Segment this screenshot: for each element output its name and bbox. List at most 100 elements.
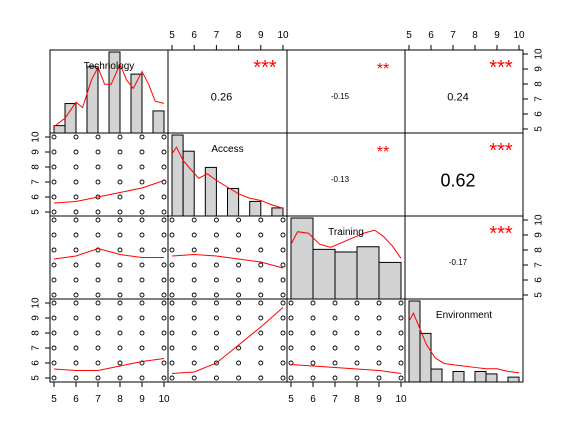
tick-label-left: 10 (31, 297, 42, 309)
scatter-point (236, 292, 242, 298)
tick-label-left: 6 (31, 360, 42, 366)
scatter-point (73, 292, 79, 298)
scatter-point (117, 375, 123, 381)
histogram-bar-environment-5 (485, 373, 498, 383)
histogram-bar-training-2 (334, 251, 358, 300)
scatter-point (161, 217, 167, 223)
histogram-bar-technology-0 (53, 125, 66, 134)
scatter-point (73, 209, 79, 215)
scatter-point (280, 262, 286, 268)
tick-label-left: 9 (31, 315, 42, 321)
scatter-point (354, 375, 360, 381)
tick-label-bottom: 10 (395, 394, 407, 405)
scatter-point (95, 330, 101, 336)
scatter-point (169, 292, 175, 298)
scatter-point (213, 360, 219, 366)
scatter-point (332, 345, 338, 351)
histogram-bar-technology-2 (86, 66, 99, 134)
histogram-bar-training-3 (356, 246, 380, 300)
scatter-point (139, 134, 145, 140)
scatter-point (280, 247, 286, 253)
scatter-point (51, 345, 57, 351)
scatter-point (161, 315, 167, 321)
scatter-point (398, 345, 404, 351)
tick-label-left: 5 (31, 209, 42, 215)
correlation-value-1-3: 0.62 (440, 171, 475, 191)
correlation-value-0-3: 0.24 (447, 91, 468, 103)
scatter-point (213, 292, 219, 298)
scatter-point (169, 262, 175, 268)
scatter-point (213, 375, 219, 381)
scatter-point (161, 375, 167, 381)
scatter-point (169, 217, 175, 223)
scatter-point (73, 232, 79, 238)
scatter-point (354, 345, 360, 351)
scatter-point (51, 217, 57, 223)
tick-label-left: 7 (31, 179, 42, 185)
scatter-point (191, 375, 197, 381)
scatter-point (258, 345, 264, 351)
scatter-point (236, 360, 242, 366)
scatter-point (73, 277, 79, 283)
scatter-point (169, 315, 175, 321)
tick-label-left: 6 (31, 194, 42, 200)
histogram-bar-training-0 (290, 217, 314, 300)
tick-label-top: 5 (406, 30, 412, 41)
scatter-point (139, 149, 145, 155)
scatter-point (332, 375, 338, 381)
scatter-point (236, 262, 242, 268)
histogram-bar-environment-0 (408, 300, 421, 383)
scatter-point (95, 232, 101, 238)
tick-label-top: 6 (191, 30, 197, 41)
scatter-point (51, 134, 57, 140)
tick-label-bottom: 8 (117, 394, 123, 405)
variable-label-technology: Technology (84, 61, 135, 72)
scatter-point (73, 179, 79, 185)
scatter-point (117, 217, 123, 223)
scatter-point (139, 315, 145, 321)
scatter-point (73, 360, 79, 366)
scatter-point (73, 345, 79, 351)
histogram-bar-access-5 (271, 207, 284, 217)
scatter-point (280, 292, 286, 298)
scatter-point (161, 232, 167, 238)
significance-stars-0-1: *** (253, 57, 277, 79)
scatter-point (117, 164, 123, 170)
scatter-point (139, 262, 145, 268)
scatter-point (376, 330, 382, 336)
scatter-point (95, 300, 101, 306)
scatter-point (258, 375, 264, 381)
scatter-point (354, 330, 360, 336)
density-line-environment (408, 312, 520, 374)
tick-label-right: 7 (534, 96, 545, 102)
scatter-point (258, 247, 264, 253)
scatter-point (288, 315, 294, 321)
scatter-point (236, 330, 242, 336)
scatter-point (139, 300, 145, 306)
scatter-point (258, 262, 264, 268)
tick-label-top: 9 (494, 30, 500, 41)
histogram-bar-environment-4 (474, 370, 487, 383)
histogram-bar-technology-3 (108, 51, 121, 134)
scatter-point (51, 179, 57, 185)
scatter-point (169, 345, 175, 351)
scatter-point (117, 315, 123, 321)
scatter-point (258, 277, 264, 283)
scatter-point (139, 247, 145, 253)
scatter-point (139, 217, 145, 223)
scatter-point (51, 247, 57, 253)
histogram-bar-access-1 (182, 150, 195, 217)
scatter-point (51, 360, 57, 366)
scatter-point (213, 232, 219, 238)
density-line-technology (53, 62, 165, 128)
significance-stars-2-3: *** (489, 223, 513, 245)
scatter-point (213, 315, 219, 321)
scatter-point (117, 262, 123, 268)
scatter-point (73, 315, 79, 321)
scatter-point (73, 300, 79, 306)
scatter-point (51, 232, 57, 238)
scatter-point (332, 330, 338, 336)
scatter-point (117, 292, 123, 298)
scatter-point (310, 330, 316, 336)
tick-label-top: 7 (450, 30, 456, 41)
